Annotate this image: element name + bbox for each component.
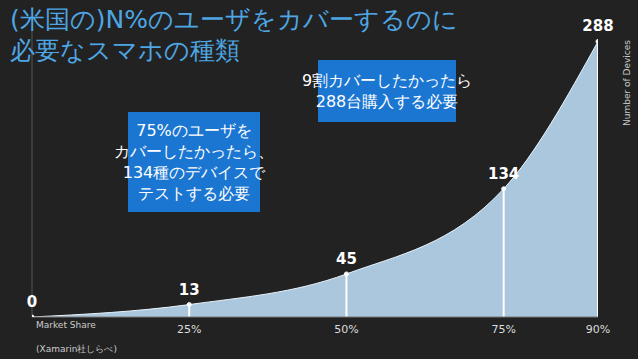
svg-text:50%: 50% xyxy=(334,323,358,336)
svg-text:288: 288 xyxy=(582,17,613,35)
html-text:(Xamarin社しらべ): (Xamarin社しらべ) xyxy=(36,344,117,354)
svg-text:13: 13 xyxy=(179,281,200,299)
html-text:(米国の)N%のユーザをカバーするのに 必要なスマホの種類: (米国の)N%のユーザをカバーするのに 必要なスマホの種類 xyxy=(10,5,458,65)
html-text:Market Share: Market Share xyxy=(36,320,96,330)
svg-text:75%: 75% xyxy=(491,323,515,336)
svg-text:90%: 90% xyxy=(586,323,610,336)
svg-text:25%: 25% xyxy=(177,323,201,336)
svg-text:0: 0 xyxy=(27,293,37,311)
html-text:9割カバーしたかったら 288台購入する必要: 9割カバーしたかったら 288台購入する必要 xyxy=(301,71,473,111)
svg-text:134: 134 xyxy=(488,165,519,183)
html-text:Number of Devices: Number of Devices xyxy=(622,40,632,126)
html-text:75%のユーザを カバーしたかったら、 134種のデバイスで: 75%のユーザを カバーしたかったら、 134種のデバイスで テストする必要 xyxy=(114,121,274,203)
svg-text:45: 45 xyxy=(336,250,357,268)
